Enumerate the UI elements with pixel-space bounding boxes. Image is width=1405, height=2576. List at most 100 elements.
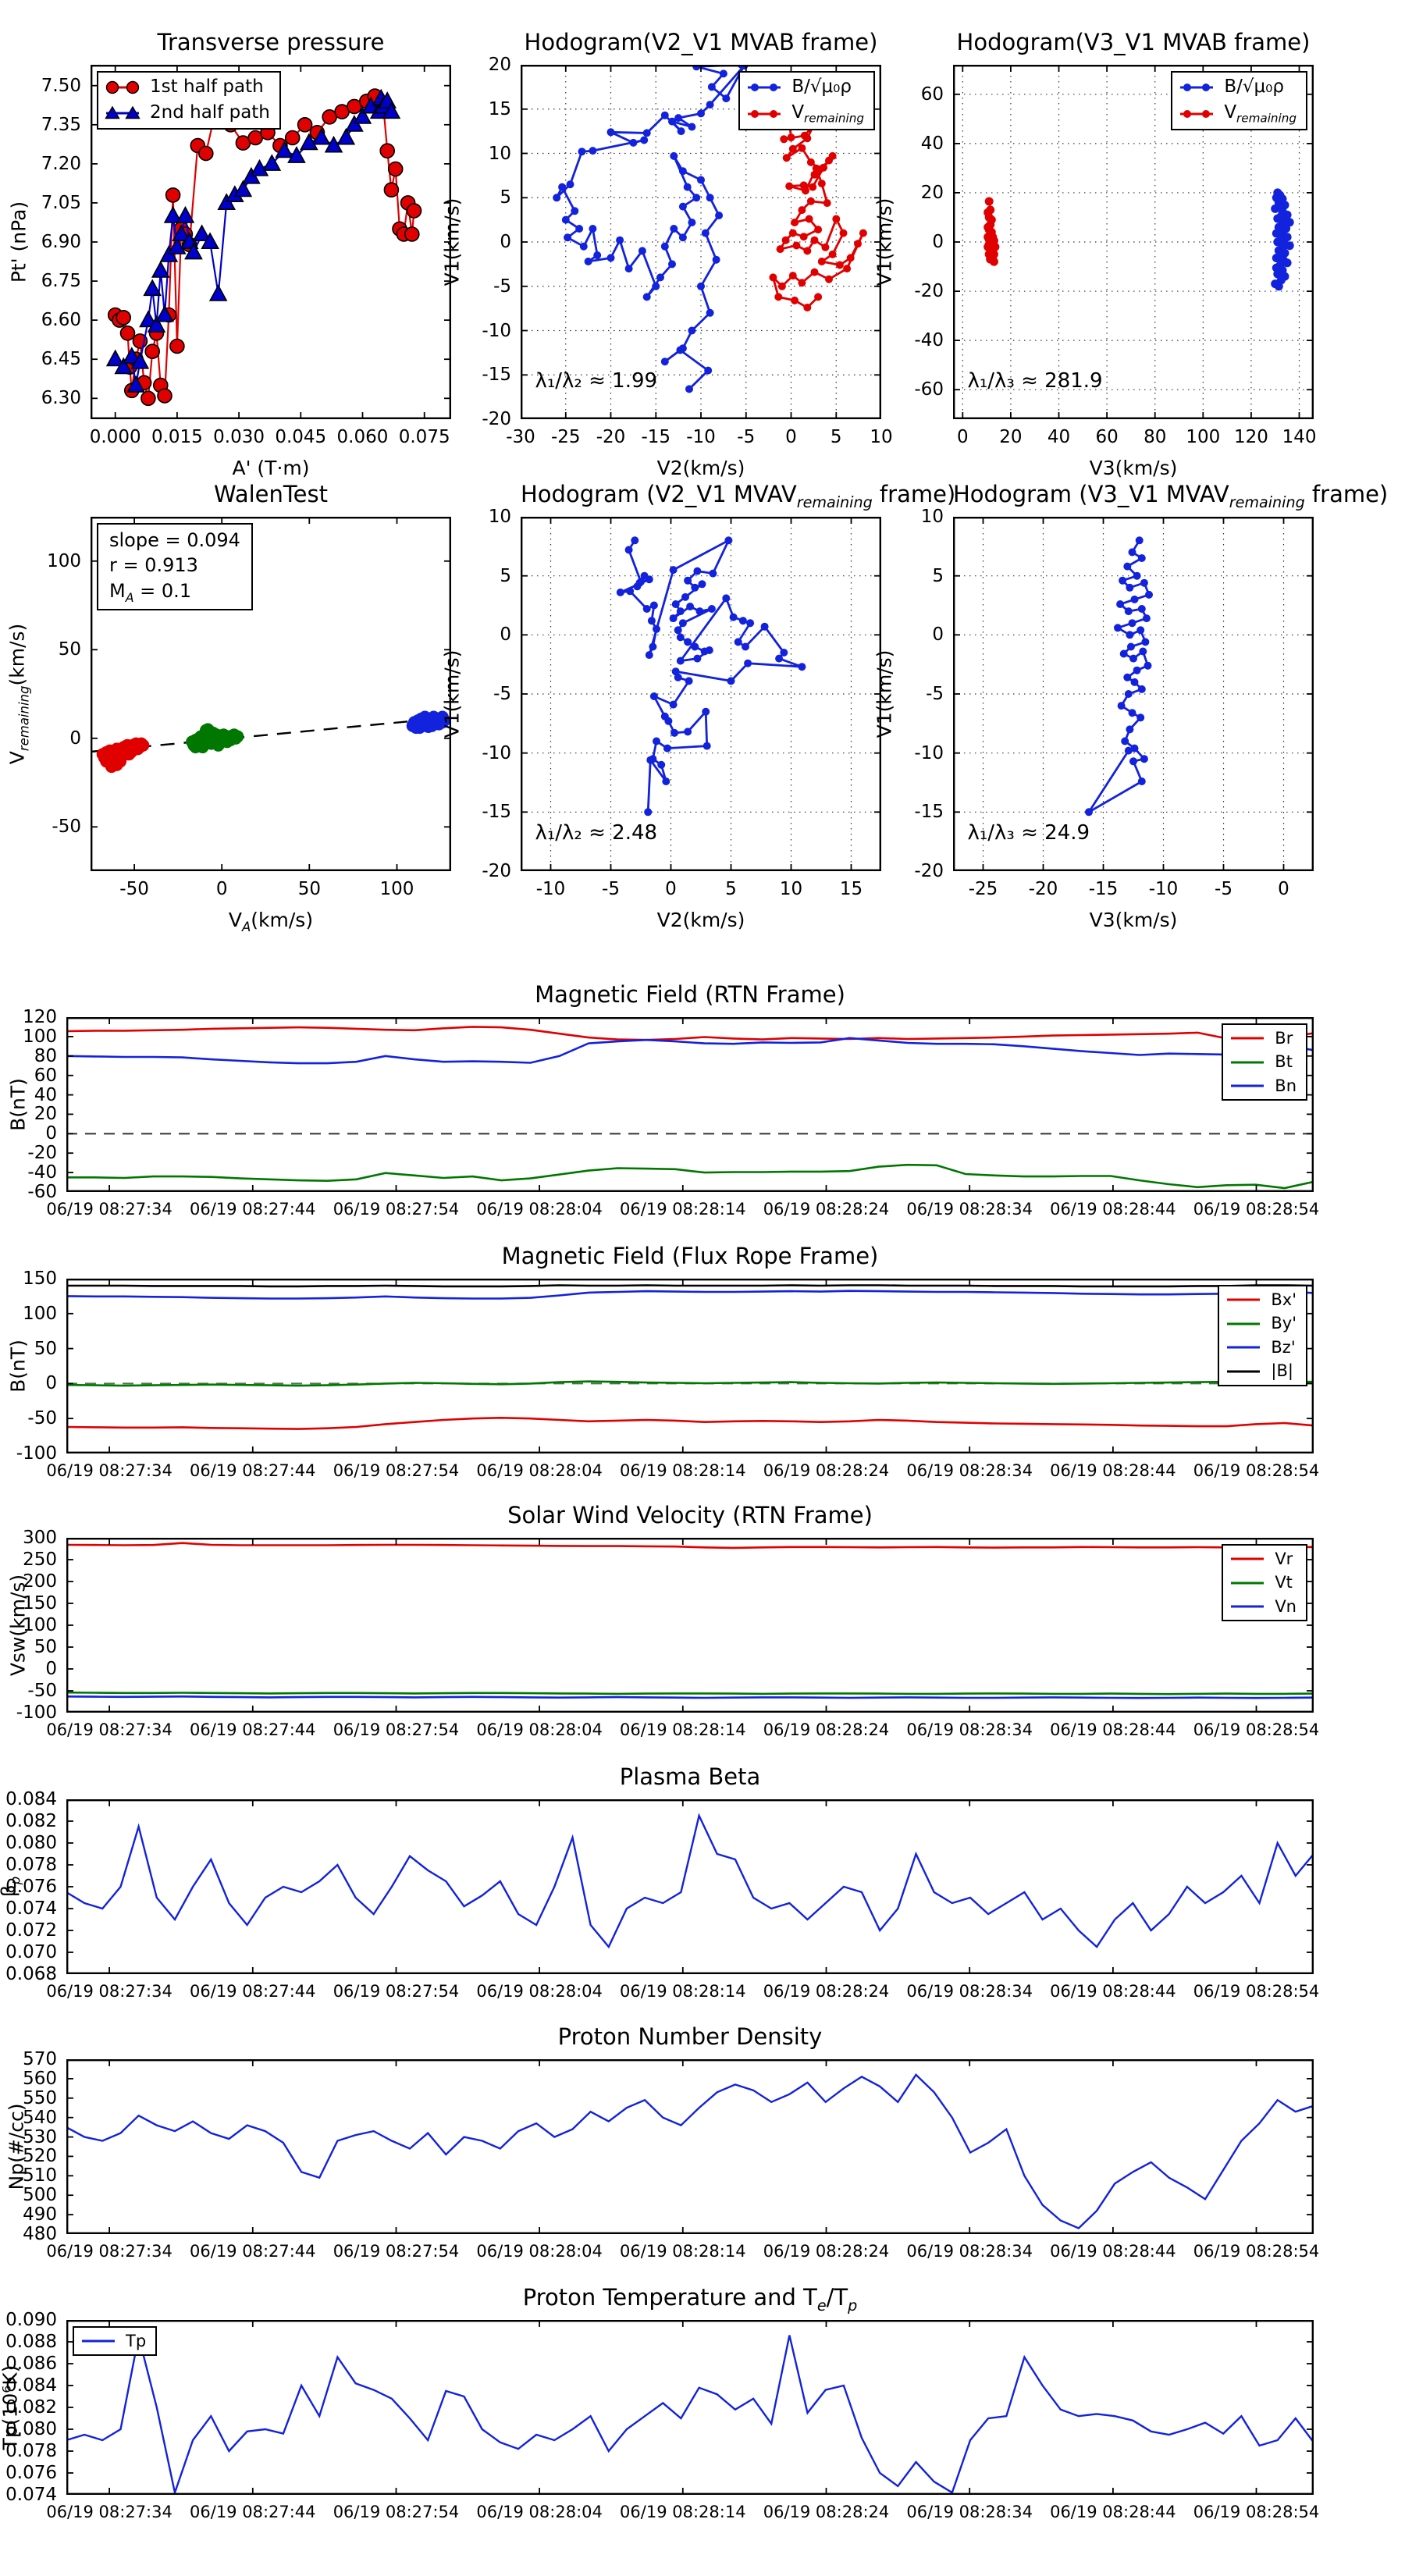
legend-item-label: Tp: [126, 2332, 147, 2350]
y-tick-label: -5: [926, 684, 944, 704]
x-tick-label: 5: [725, 879, 737, 899]
y-tick-label: 0: [932, 624, 944, 646]
x-tick-label: 06/19 08:27:34: [46, 1982, 173, 2001]
x-tick-label: 06/19 08:27:44: [190, 1461, 316, 1480]
axis-ticks: [66, 1538, 1314, 1713]
y-tick-label: -20: [914, 861, 944, 881]
series-0: [91, 716, 451, 753]
y-axis-label: V1(km/s): [440, 197, 464, 286]
y-tick-label: 10: [920, 507, 944, 527]
y-tick-label: 50: [58, 639, 81, 660]
y-tick-label: -5: [493, 684, 511, 704]
x-tick-label: 06/19 08:28:14: [620, 1982, 746, 2001]
lambda-ratio-annotation: λ₁/λ₃ ≈ 281.9: [967, 369, 1103, 393]
y-tick-label: 0: [69, 728, 81, 749]
legend-item-label: By': [1271, 1314, 1297, 1333]
series-Vt: [66, 1691, 1314, 1695]
y-tick-label: 7.50: [41, 75, 81, 96]
series-Vr: [66, 1542, 1314, 1550]
plot-title: Proton Number Density: [557, 2023, 823, 2050]
y-tick-label: 0: [500, 232, 511, 252]
x-tick-label: 06/19 08:27:44: [190, 1200, 316, 1219]
x-tick-label: -50: [119, 879, 149, 899]
x-tick-label: -15: [1088, 879, 1119, 899]
x-tick-label: -5: [602, 879, 620, 899]
y-tick-label: 60: [920, 84, 944, 105]
lambda-ratio-annotation: λ₁/λ₃ ≈ 24.9: [967, 821, 1090, 845]
legend-marker-icon: [1231, 1061, 1264, 1064]
y-axis-label: Pt' (nPa): [7, 201, 30, 283]
x-tick-label: -5: [737, 427, 756, 447]
axes-frame: [66, 1279, 1314, 1453]
series-0: [66, 1813, 1314, 1949]
y-tick-label: 530: [23, 2126, 57, 2147]
x-tick-label: 0: [785, 427, 797, 447]
y-tick-label: 40: [34, 1084, 57, 1105]
x-tick-label: 06/19 08:28:34: [906, 1720, 1033, 1739]
series-By-: [66, 1379, 1314, 1387]
y-tick-label: 100: [23, 1303, 57, 1324]
x-tick-label: -15: [641, 427, 671, 447]
x-tick-label: 06/19 08:27:54: [333, 2242, 460, 2261]
axis-ticks: [66, 1017, 1314, 1192]
lambda-ratio-annotation: λ₁/λ₂ ≈ 2.48: [535, 821, 658, 845]
x-tick-label: 06/19 08:28:44: [1050, 2503, 1176, 2521]
x-tick-label: 15: [839, 879, 863, 899]
x-tick-label: 06/19 08:28:44: [1050, 2242, 1176, 2261]
x-tick-label: 06/19 08:28:24: [763, 2503, 890, 2521]
x-axis-label: V2(km/s): [656, 909, 745, 931]
y-tick-label: 120: [23, 1007, 57, 1027]
legend-item: Vremaining: [1177, 100, 1297, 127]
y-tick-label: 0.084: [5, 1789, 57, 1809]
legend-item-label: |B|: [1271, 1361, 1293, 1381]
x-tick-label: 06/19 08:27:44: [190, 2242, 316, 2261]
y-tick-label: 20: [34, 1104, 57, 1125]
legend-item-label: Bn: [1275, 1076, 1297, 1095]
y-tick-label: 0.086: [5, 2354, 57, 2374]
legend-item: Vr: [1228, 1547, 1297, 1571]
x-tick-label: 06/19 08:28:54: [1193, 1720, 1320, 1739]
x-tick-label: 0: [1278, 879, 1289, 899]
y-tick-label: -100: [16, 1703, 57, 1723]
y-tick-label: -50: [52, 817, 81, 838]
x-tick-label: 06/19 08:27:34: [46, 1720, 173, 1739]
x-tick-label: 06/19 08:28:34: [906, 2503, 1033, 2521]
x-tick-label: 06/19 08:28:14: [620, 1720, 746, 1739]
legend-item-label: Vr: [1275, 1550, 1293, 1568]
legend-item: Bn: [1228, 1074, 1297, 1098]
plot-title: Magnetic Field (Flux Rope Frame): [501, 1243, 879, 1269]
x-tick-label: 100: [379, 879, 414, 899]
y-tick-label: 0.074: [5, 1898, 57, 1919]
series-2: [186, 723, 244, 754]
x-tick-label: -10: [686, 427, 716, 447]
series-Vn: [66, 1695, 1314, 1699]
x-tick-label: 5: [830, 427, 842, 447]
legend-marker-icon: [748, 109, 781, 118]
x-tick-label: 0.030: [213, 427, 265, 447]
y-tick-label: -20: [482, 409, 511, 429]
legend-item-label: 2nd half path: [150, 102, 270, 123]
y-tick-label: -20: [482, 861, 511, 881]
y-tick-label: -60: [27, 1182, 57, 1202]
legend: Tp: [73, 2326, 158, 2357]
y-tick-label: 5: [932, 565, 944, 586]
legend-item: Bz': [1224, 1336, 1297, 1359]
x-tick-label: 0: [215, 879, 228, 899]
y-tick-label: 0: [45, 1373, 57, 1394]
x-tick-label: 06/19 08:27:54: [333, 2503, 460, 2521]
x-tick-label: 20: [999, 427, 1023, 447]
legend-marker-icon: [82, 2339, 115, 2343]
y-tick-label: -50: [27, 1408, 57, 1429]
legend: 1st half path 2nd half path: [97, 71, 281, 130]
plot-title: Solar Wind Velocity (RTN Frame): [507, 1502, 873, 1528]
y-tick-label: 0: [500, 624, 511, 646]
x-tick-label: 60: [1095, 427, 1119, 447]
y-tick-label: -100: [16, 1443, 57, 1464]
y-tick-label: 0.082: [5, 2397, 57, 2418]
